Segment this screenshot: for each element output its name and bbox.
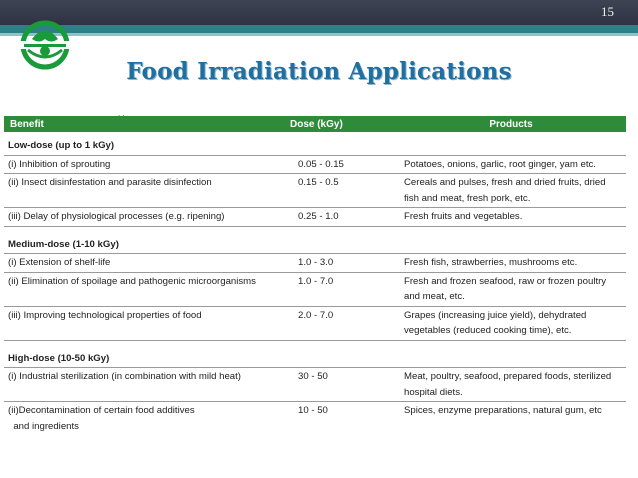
header-products: Products [396, 116, 626, 132]
section-title: Medium-dose (1-10 kGy) [4, 226, 626, 254]
products-line: vegetables (reduced cooking time), etc. [404, 325, 572, 336]
dose-cell: 1.0 - 7.0 [284, 272, 396, 307]
products-cell: Cereals and pulses, fresh and dried frui… [396, 173, 626, 208]
products-cell: Meat, poultry, seafood, prepared foods, … [396, 367, 626, 402]
products-cell: Fresh and frozen seafood, raw or frozen … [396, 272, 626, 307]
benefit-cell: (ii) Elimination of spoilage and pathoge… [4, 272, 284, 307]
benefit-cell: (iii) Delay of physiological processes (… [4, 207, 284, 227]
table-row: (ii) Insect disinfestation and parasite … [4, 173, 626, 208]
products-cell: Grapes (increasing juice yield), dehydra… [396, 306, 626, 341]
benefit-cell: (ii)Decontamination of certain food addi… [4, 402, 284, 436]
dose-cell: 0.25 - 1.0 [284, 207, 396, 227]
benefit-cell: (i) Extension of shelf-life [4, 253, 284, 273]
dose-cell: 10 - 50 [298, 405, 328, 416]
dose-cell: 0.05 - 0.15 [284, 155, 396, 174]
table-row: (iii) Improving technological properties… [4, 306, 626, 341]
slide-number: 15 [601, 4, 614, 19]
products-line: Grapes (increasing juice yield), dehydra… [404, 309, 587, 321]
benefit-cell: (iii) Improving technological properties… [4, 306, 284, 341]
products-line: hospital diets. [404, 386, 463, 398]
products-cell: Fresh fruits and vegetables. [396, 207, 626, 227]
table-row: (i) Industrial sterilization (in combina… [4, 367, 626, 402]
products-cell: Spices, enzyme preparations, natural gum… [404, 405, 602, 416]
table-row: (i) Inhibition of sprouting 0.05 - 0.15 … [4, 155, 626, 174]
products-cell: Fresh fish, strawberries, mushrooms etc. [396, 253, 626, 273]
stray-marks: . . [118, 109, 125, 118]
header-benefit: Benefit [4, 116, 284, 132]
table-row: (iii) Delay of physiological processes (… [4, 207, 626, 227]
table-row: (ii) Elimination of spoilage and pathoge… [4, 272, 626, 307]
benefit-cell: (i) Industrial sterilization (in combina… [4, 367, 284, 402]
dose-cell: 30 - 50 [284, 367, 396, 402]
benefit-line: (ii)Decontamination of certain food addi… [8, 405, 195, 416]
top-banner [0, 0, 638, 25]
products-line: and meat, etc. [404, 291, 465, 302]
accent-stripe-light [0, 33, 638, 36]
products-cell: Potatoes, onions, garlic, root ginger, y… [396, 155, 626, 174]
section-title: Low-dose (up to 1 kGy) [4, 132, 626, 156]
section-high-dose: High-dose (10-50 kGy) [4, 340, 626, 368]
radura-logo-icon [20, 20, 70, 70]
table-row: (ii)Decontamination of certain food addi… [4, 402, 626, 436]
section-medium-dose: Medium-dose (1-10 kGy) [4, 226, 626, 254]
table-row: (i) Extension of shelf-life 1.0 - 3.0 Fr… [4, 253, 626, 273]
irradiation-table: Benefit Dose (kGy) Products Low-dose (up… [4, 116, 626, 435]
benefit-cell: (i) Inhibition of sprouting [4, 155, 284, 174]
accent-stripe [0, 25, 638, 33]
section-low-dose: Low-dose (up to 1 kGy) [4, 132, 626, 156]
section-title: High-dose (10-50 kGy) [4, 340, 626, 368]
table-header: Benefit Dose (kGy) Products [4, 116, 626, 132]
benefit-cell: (ii) Insect disinfestation and parasite … [4, 173, 284, 208]
benefit-line: and ingredients [13, 420, 79, 432]
dose-cell: 1.0 - 3.0 [284, 253, 396, 273]
products-line: Meat, poultry, seafood, prepared foods, … [404, 371, 612, 382]
page-title: Food Irradiation Applications [126, 58, 512, 85]
dose-cell: 2.0 - 7.0 [284, 306, 396, 341]
dose-cell: 0.15 - 0.5 [284, 173, 396, 208]
header-dose: Dose (kGy) [284, 116, 396, 132]
products-line: fish and meat, fresh pork, etc. [404, 192, 531, 204]
products-line: Fresh and frozen seafood, raw or frozen … [404, 275, 607, 287]
products-line: Cereals and pulses, fresh and dried frui… [404, 177, 606, 188]
